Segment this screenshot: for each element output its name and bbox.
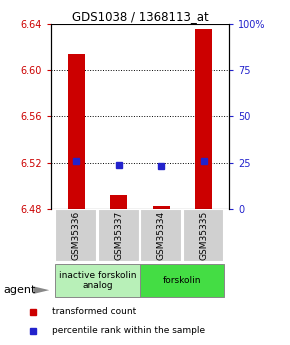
Text: forskolin: forskolin <box>163 276 202 285</box>
Title: GDS1038 / 1368113_at: GDS1038 / 1368113_at <box>72 10 208 23</box>
Bar <box>140 264 224 297</box>
Bar <box>110 195 127 209</box>
Bar <box>98 209 139 262</box>
Bar <box>140 209 182 262</box>
Polygon shape <box>33 286 49 294</box>
Bar <box>55 209 97 262</box>
Text: GSM35334: GSM35334 <box>157 211 166 260</box>
Text: GSM35335: GSM35335 <box>199 211 208 260</box>
Text: percentile rank within the sample: percentile rank within the sample <box>52 326 205 335</box>
Text: GSM35336: GSM35336 <box>72 211 81 260</box>
Bar <box>55 264 139 297</box>
Text: GSM35337: GSM35337 <box>114 211 123 260</box>
Text: agent: agent <box>3 286 35 295</box>
Bar <box>68 54 85 209</box>
Bar <box>195 29 212 209</box>
Bar <box>183 209 224 262</box>
Text: transformed count: transformed count <box>52 307 136 316</box>
Text: inactive forskolin
analog: inactive forskolin analog <box>59 270 136 290</box>
Bar <box>153 206 170 209</box>
